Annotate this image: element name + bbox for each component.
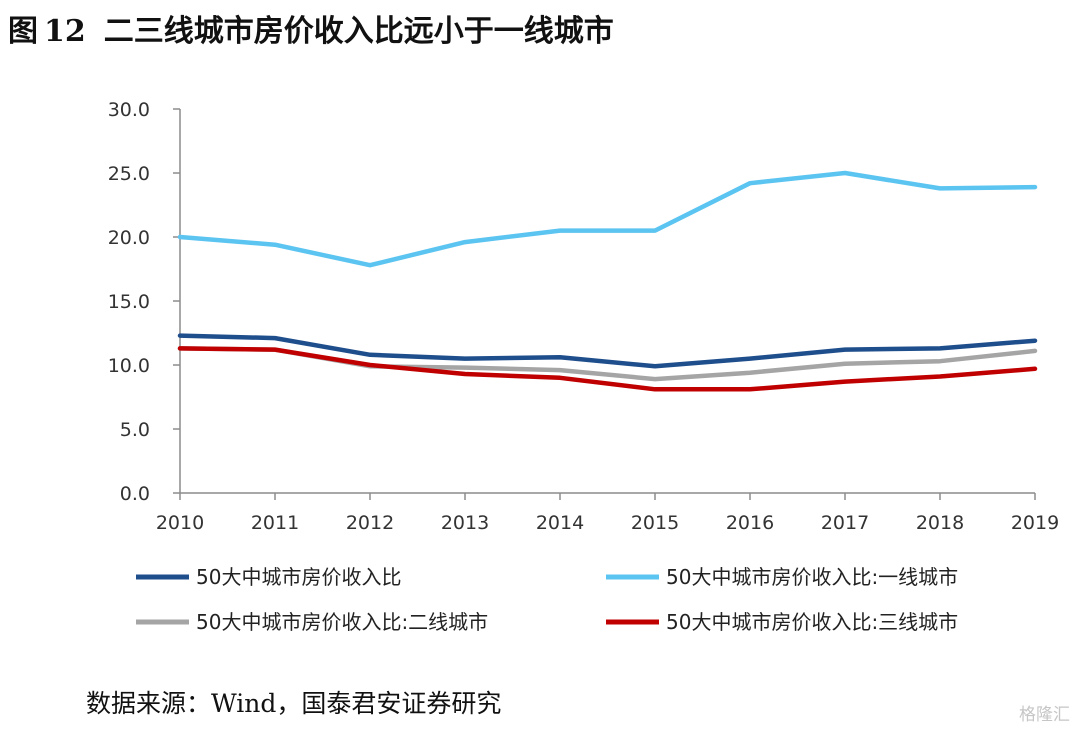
y-tick-label: 10.0: [108, 355, 150, 377]
legend-label-2: 50大中城市房价收入比:二线城市: [196, 610, 488, 634]
x-axis: 2010 2011 2012 2013 2014 2015 2016 2017 2018 2019: [156, 492, 1059, 534]
x-tick-label: 2018: [916, 512, 964, 534]
y-axis: 0.0 5.0 10.0 15.0 20.0 25.0 30.0: [108, 99, 181, 505]
legend-label-1: 50大中城市房价收入比:一线城市: [666, 565, 958, 589]
y-tick-label: 25.0: [108, 163, 150, 185]
y-tick-label: 20.0: [108, 227, 150, 249]
x-tick-label: 2014: [536, 512, 584, 534]
x-tick-label: 2019: [1011, 512, 1059, 534]
legend: 50大中城市房价收入比 50大中城市房价收入比:一线城市 50大中城市房价收入比:二…: [136, 565, 958, 634]
y-tick-label: 15.0: [108, 291, 150, 313]
y-tick-label: 30.0: [108, 99, 150, 121]
figure-number: 12: [44, 14, 86, 49]
watermark: 格隆汇: [1019, 705, 1070, 725]
x-tick-label: 2013: [441, 512, 489, 534]
figure-title-text: 二三线城市房价收入比远小于一线城市: [103, 14, 614, 49]
y-tick-label: 5.0: [120, 419, 150, 441]
x-tick-label: 2011: [251, 512, 299, 534]
series-line-0: [177, 333, 1038, 369]
x-tick-label: 2016: [726, 512, 774, 534]
x-tick-label: 2015: [631, 512, 679, 534]
x-tick-label: 2010: [156, 512, 204, 534]
series-line-3: [177, 346, 1038, 392]
series-lines: [177, 170, 1038, 392]
legend-label-0: 50大中城市房价收入比: [196, 565, 401, 589]
legend-label-3: 50大中城市房价收入比:三线城市: [666, 610, 958, 634]
y-tick-label: 0.0: [120, 483, 150, 505]
x-tick-label: 2017: [821, 512, 869, 534]
x-tick-label: 2012: [346, 512, 394, 534]
figure-label: 图: [8, 14, 38, 49]
source-note: 数据来源：Wind，国泰君安证券研究: [86, 689, 502, 718]
series-line-1: [177, 170, 1038, 268]
figure-title: 图 12 二三线城市房价收入比远小于一线城市: [8, 6, 614, 50]
